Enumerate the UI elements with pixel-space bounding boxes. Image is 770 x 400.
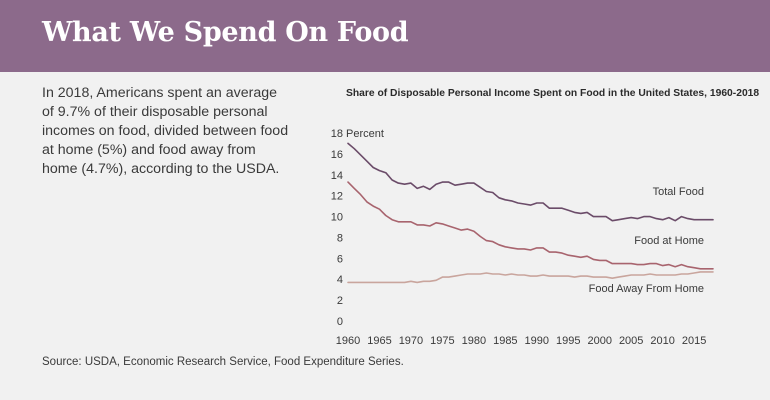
y-tick-label: 12 bbox=[331, 191, 343, 203]
chart-title: Share of Disposable Personal Income Spen… bbox=[346, 88, 760, 99]
y-tick-label: 16 bbox=[331, 149, 343, 161]
series-line-food-away-from-home bbox=[347, 271, 714, 284]
series-label-total-food: Total Food bbox=[653, 186, 704, 198]
series-line-food-at-home bbox=[347, 181, 714, 270]
series-label-food-at-home: Food at Home bbox=[634, 235, 704, 247]
y-tick-label: 14 bbox=[331, 170, 343, 182]
series-line-total-food bbox=[347, 142, 714, 222]
y-tick-label: 8 bbox=[337, 232, 343, 244]
y-tick-label: 6 bbox=[337, 253, 343, 265]
y-tick-label: 2 bbox=[337, 295, 343, 307]
x-tick-label: 1965 bbox=[367, 335, 391, 347]
x-tick-label: 1985 bbox=[493, 335, 517, 347]
x-tick-label: 1970 bbox=[399, 335, 423, 347]
page-title: What We Spend On Food bbox=[42, 17, 409, 48]
y-tick-label: 18 bbox=[331, 128, 343, 140]
y-axis-label: Percent bbox=[346, 128, 384, 140]
x-tick-label: 2005 bbox=[619, 335, 643, 347]
x-tick-label: 1980 bbox=[462, 335, 486, 347]
x-tick-label: 1995 bbox=[556, 335, 580, 347]
y-tick-label: 4 bbox=[337, 274, 343, 286]
intro-paragraph: In 2018, Americans spent an average of 9… bbox=[42, 85, 289, 177]
x-tick-label: 2000 bbox=[587, 335, 611, 347]
x-tick-label: 1975 bbox=[430, 335, 454, 347]
source-note: Source: USDA, Economic Research Service,… bbox=[42, 356, 404, 368]
x-tick-label: 1960 bbox=[336, 335, 360, 347]
header-banner: What We Spend On Food bbox=[0, 0, 770, 72]
series-label-food-away-from-home: Food Away From Home bbox=[589, 283, 704, 295]
y-tick-label: 10 bbox=[331, 212, 343, 224]
x-tick-label: 2015 bbox=[682, 335, 706, 347]
x-tick-label: 2010 bbox=[650, 335, 674, 347]
x-tick-label: 1990 bbox=[525, 335, 549, 347]
y-tick-label: 0 bbox=[337, 316, 343, 328]
